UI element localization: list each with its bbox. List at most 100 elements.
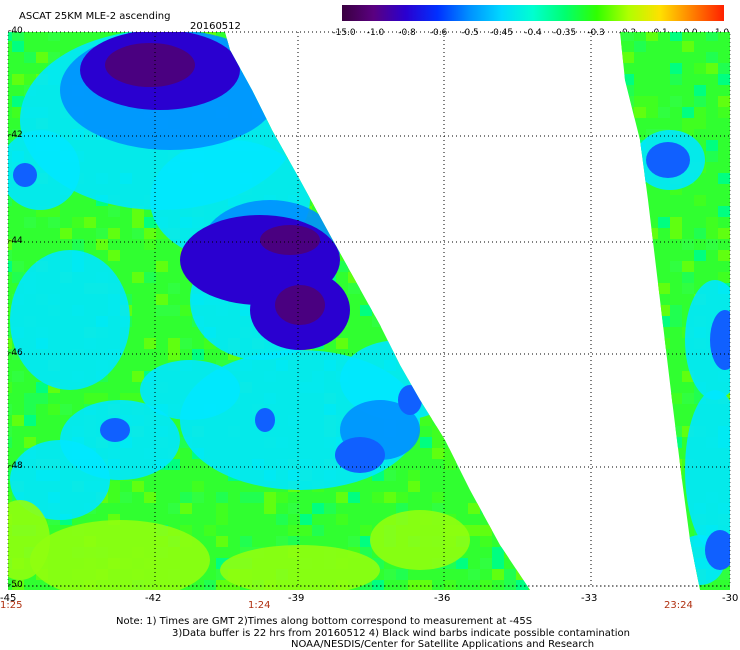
swath-cell bbox=[480, 558, 492, 569]
swath-cell bbox=[670, 261, 682, 272]
swath-cell bbox=[634, 437, 646, 448]
swath-cell bbox=[694, 85, 706, 96]
swath-cell bbox=[432, 32, 444, 41]
swath-cell bbox=[468, 426, 480, 437]
swath-cell bbox=[492, 206, 504, 217]
swath-cell bbox=[360, 173, 372, 184]
swath-cell bbox=[670, 426, 682, 437]
swath-cell bbox=[264, 503, 276, 514]
swath-cell bbox=[622, 492, 634, 503]
swath-cell bbox=[480, 492, 492, 503]
swath-cell bbox=[658, 492, 670, 503]
swath-cell bbox=[694, 250, 706, 261]
swath-cell bbox=[432, 503, 444, 514]
swath-cell bbox=[646, 536, 658, 547]
swath-cell bbox=[300, 140, 312, 151]
swath-cell bbox=[646, 338, 658, 349]
swath-cell bbox=[8, 382, 12, 393]
swath-cell bbox=[504, 283, 516, 294]
swath-cell bbox=[96, 228, 108, 239]
swath-cell bbox=[360, 74, 372, 85]
swath-cell bbox=[622, 52, 634, 63]
swath-cell bbox=[516, 514, 528, 525]
swath-cell bbox=[456, 558, 468, 569]
swath-cell bbox=[516, 437, 528, 448]
swath-cell bbox=[670, 492, 682, 503]
swath-cell bbox=[492, 63, 504, 74]
value-region bbox=[10, 440, 110, 520]
swath-cell bbox=[620, 415, 622, 426]
swath-cell bbox=[492, 547, 504, 558]
swath-cell bbox=[288, 140, 300, 151]
colorbar-tick-label: -0.45 bbox=[489, 28, 514, 38]
swath-cell bbox=[504, 32, 516, 41]
swath-cell bbox=[718, 250, 730, 261]
swath-cell bbox=[480, 41, 492, 52]
swath-cell bbox=[622, 85, 634, 96]
swath-cell bbox=[384, 32, 396, 41]
swath-cell bbox=[384, 195, 396, 206]
swath-cell bbox=[658, 470, 670, 481]
swath-cell bbox=[48, 217, 60, 228]
swath-cell bbox=[432, 184, 444, 195]
swath-cell bbox=[372, 250, 384, 261]
swath-cell bbox=[492, 140, 504, 151]
swath-cell bbox=[384, 129, 396, 140]
swath-cell bbox=[348, 129, 360, 140]
swath-cell bbox=[144, 492, 156, 503]
time-label-left: 1:25 bbox=[0, 600, 23, 611]
swath-cell bbox=[384, 283, 396, 294]
swath-cell bbox=[620, 162, 622, 173]
value-region bbox=[370, 510, 470, 570]
swath-cell bbox=[360, 272, 372, 283]
swath-cell bbox=[444, 118, 456, 129]
swath-cell bbox=[372, 558, 384, 569]
swath-cell bbox=[96, 393, 108, 404]
swath-cell bbox=[324, 173, 336, 184]
swath-cell bbox=[658, 514, 670, 525]
swath-cell bbox=[360, 118, 372, 129]
swath-cell bbox=[216, 492, 228, 503]
swath-cell bbox=[444, 63, 456, 74]
swath-cell bbox=[658, 338, 670, 349]
swath-cell bbox=[360, 217, 372, 228]
swath-cell bbox=[480, 85, 492, 96]
swath-cell bbox=[504, 415, 516, 426]
swath-cell bbox=[276, 96, 288, 107]
swath-cell bbox=[444, 294, 456, 305]
swath-cell bbox=[420, 85, 432, 96]
swath-cell bbox=[108, 481, 120, 492]
swath-cell bbox=[372, 316, 384, 327]
swath-cell bbox=[492, 151, 504, 162]
swath-cell bbox=[8, 250, 12, 261]
swath-cell bbox=[48, 591, 60, 602]
swath-cell bbox=[384, 228, 396, 239]
swath-cell bbox=[456, 151, 468, 162]
swath-cell bbox=[516, 162, 528, 173]
swath-cell bbox=[456, 415, 468, 426]
swath-cell bbox=[372, 272, 384, 283]
swath-cell bbox=[360, 305, 372, 316]
swath-cell bbox=[480, 437, 492, 448]
credit-line: NOAA/NESDIS/Center for Satellite Applica… bbox=[291, 639, 595, 650]
swath-cell bbox=[492, 558, 504, 569]
swath-cell bbox=[492, 107, 504, 118]
swath-cell bbox=[348, 52, 360, 63]
swath-cell bbox=[240, 536, 252, 547]
swath-cell bbox=[132, 591, 144, 602]
swath-cell bbox=[516, 41, 528, 52]
swath-cell bbox=[180, 305, 192, 316]
swath-cell bbox=[240, 492, 252, 503]
swath-cell bbox=[622, 426, 634, 437]
swath-cell bbox=[312, 503, 324, 514]
swath-cell bbox=[670, 32, 682, 41]
swath-cell bbox=[622, 107, 634, 118]
swath-cell bbox=[706, 239, 718, 250]
swath-cell bbox=[456, 32, 468, 41]
swath-cell bbox=[144, 239, 156, 250]
swath-cell bbox=[420, 580, 432, 590]
swath-cell bbox=[620, 195, 622, 206]
swath-cell bbox=[384, 492, 396, 503]
swath-cell bbox=[336, 492, 348, 503]
swath-cell bbox=[324, 140, 336, 151]
